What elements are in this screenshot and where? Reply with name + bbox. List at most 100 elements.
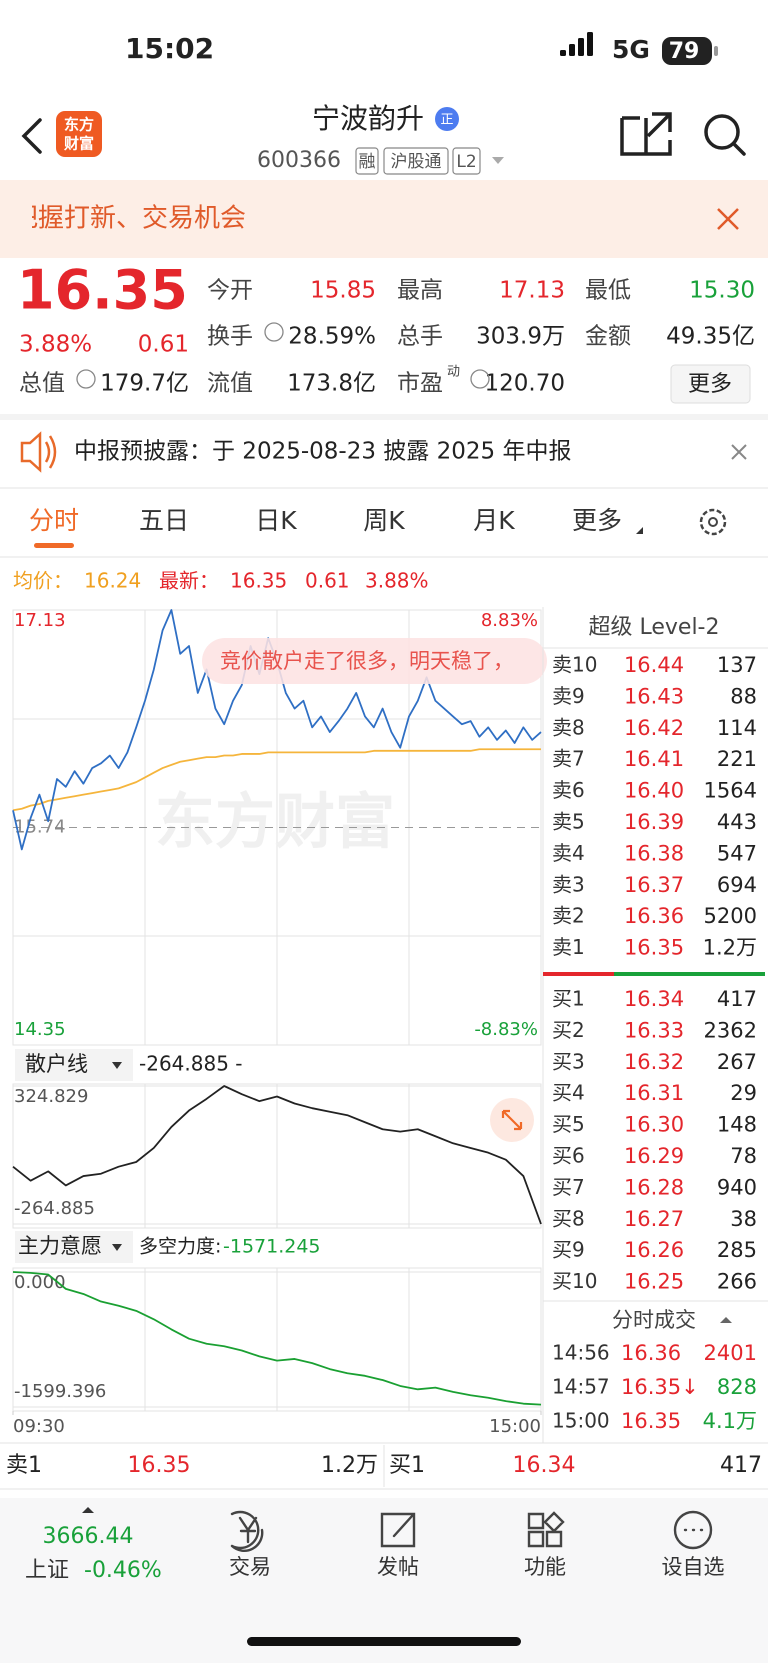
bar-label: 卖1 <box>6 1453 42 1478</box>
signal-bar <box>587 32 593 56</box>
nav-bar <box>0 1498 768 1663</box>
last-value: 16.35 <box>230 569 287 593</box>
stat-label: 总手 <box>397 324 443 350</box>
share-button[interactable] <box>620 112 672 156</box>
book-label: 买9 <box>552 1238 585 1262</box>
bar-label: 买1 <box>389 1453 425 1478</box>
stock-code: 600366 <box>257 148 341 173</box>
indicator-select[interactable] <box>15 1231 133 1263</box>
battery-level: 79 <box>669 39 700 64</box>
y-tick-label: 324.829 <box>14 1086 88 1107</box>
book-volume: 148 <box>717 1113 757 1137</box>
logo <box>56 111 102 157</box>
book-price: 16.36 <box>624 904 684 928</box>
nav-item[interactable]: 交易 <box>229 1555 271 1579</box>
indicator-select[interactable] <box>15 1049 133 1081</box>
book-volume: 443 <box>717 810 757 834</box>
search-handle <box>732 142 746 156</box>
book-price: 16.26 <box>624 1238 684 1262</box>
home-indicator <box>247 1637 521 1646</box>
tab[interactable]: 日K <box>255 506 297 535</box>
bar-volume: 417 <box>720 1453 762 1478</box>
x-tick-label: 15:00 <box>489 1416 541 1437</box>
trade-time: 14:57 <box>552 1375 610 1399</box>
book-title: 超级 Level-2 <box>588 615 719 640</box>
book-volume: 267 <box>717 1050 757 1074</box>
tab[interactable]: 五日 <box>139 506 189 535</box>
more-text[interactable]: 更多 <box>688 372 732 397</box>
nav-item[interactable]: 功能 <box>524 1555 566 1579</box>
book-price: 16.43 <box>624 684 684 708</box>
change-pct: 3.88% <box>19 332 92 358</box>
nav-item[interactable]: 发帖 <box>377 1555 419 1579</box>
last-change-pct: 3.88% <box>365 569 429 593</box>
stat-label: 最高 <box>397 278 443 304</box>
trade-price: 16.35 <box>621 1409 681 1433</box>
stat-value: 15.30 <box>689 278 755 304</box>
logo-text: 东方 <box>64 116 94 134</box>
tab-more-arrow <box>636 527 643 534</box>
tab[interactable]: 月K <box>473 506 515 535</box>
stat-label: 市盈 <box>397 371 443 397</box>
indicator-sub: 多空力度: <box>139 1236 221 1258</box>
book-price: 16.25 <box>624 1270 684 1294</box>
indicator-value: -1571.245 <box>223 1236 321 1258</box>
book-label: 卖10 <box>552 653 597 677</box>
trade-volume: 2401 <box>704 1341 757 1365</box>
speaker-icon <box>20 431 57 473</box>
book-price: 16.29 <box>624 1144 684 1168</box>
tab[interactable]: 分时 <box>29 506 79 535</box>
tab[interactable]: 更多 <box>572 506 622 535</box>
index-value[interactable]: 3666.44 <box>43 1524 134 1549</box>
more-button[interactable] <box>670 364 751 404</box>
y-tick-label: -264.885 <box>14 1198 95 1219</box>
price: 16.35 <box>17 259 188 322</box>
book-sep-red <box>543 972 614 976</box>
y-tick-label: -1599.396 <box>14 1381 106 1402</box>
info-icon <box>264 322 284 342</box>
book-sep-green <box>614 972 765 976</box>
nav-item[interactable]: 设自选 <box>662 1555 725 1579</box>
legend-last: 最新： <box>159 569 219 593</box>
book-volume: 29 <box>730 1081 757 1105</box>
banner-close[interactable] <box>717 208 739 230</box>
nav-icon[interactable] <box>527 1511 565 1548</box>
y2-tick-label: 8.83% <box>481 610 538 631</box>
banner <box>0 180 768 258</box>
book-volume: 1.2万 <box>703 936 757 960</box>
book-label: 卖2 <box>552 904 585 928</box>
book-volume: 694 <box>717 873 757 897</box>
index-name[interactable]: 上证 <box>25 1558 69 1583</box>
avg-value: 16.24 <box>84 569 141 593</box>
stat-value: 17.13 <box>499 278 565 304</box>
stat-label: 最低 <box>585 278 631 304</box>
book-label: 买8 <box>552 1206 585 1230</box>
book-price: 16.34 <box>624 987 684 1011</box>
book-price: 16.31 <box>624 1081 684 1105</box>
index-caret <box>82 1507 94 1513</box>
nav-icon[interactable] <box>673 1510 713 1550</box>
notice-close[interactable] <box>731 444 747 460</box>
search-button[interactable] <box>704 114 740 150</box>
settings-button[interactable] <box>699 508 727 536</box>
index-change[interactable]: -0.46% <box>84 1558 162 1583</box>
stat-sup: 动 <box>447 365 460 380</box>
stat-value: 179.7亿 <box>100 371 189 397</box>
indicator-name: 主力意愿 <box>18 1234 102 1258</box>
y-tick-label: 17.13 <box>14 610 66 631</box>
tag: 融 <box>359 152 376 172</box>
back-button[interactable] <box>21 118 42 154</box>
book-label: 卖6 <box>552 778 585 802</box>
book-label: 卖4 <box>552 841 585 865</box>
stat-label: 今开 <box>207 278 253 304</box>
book-price: 16.27 <box>624 1207 684 1231</box>
nav-icon[interactable] <box>380 1512 416 1548</box>
logo-text: 财富 <box>64 135 94 153</box>
book-volume: 221 <box>717 747 757 771</box>
book-price: 16.35 <box>624 936 684 960</box>
book-volume: 1564 <box>704 779 757 803</box>
tab[interactable]: 周K <box>363 506 405 535</box>
stat-value: 303.9万 <box>476 324 565 350</box>
nav-icon[interactable] <box>230 1510 264 1552</box>
stat-value: 49.35亿 <box>666 324 755 350</box>
